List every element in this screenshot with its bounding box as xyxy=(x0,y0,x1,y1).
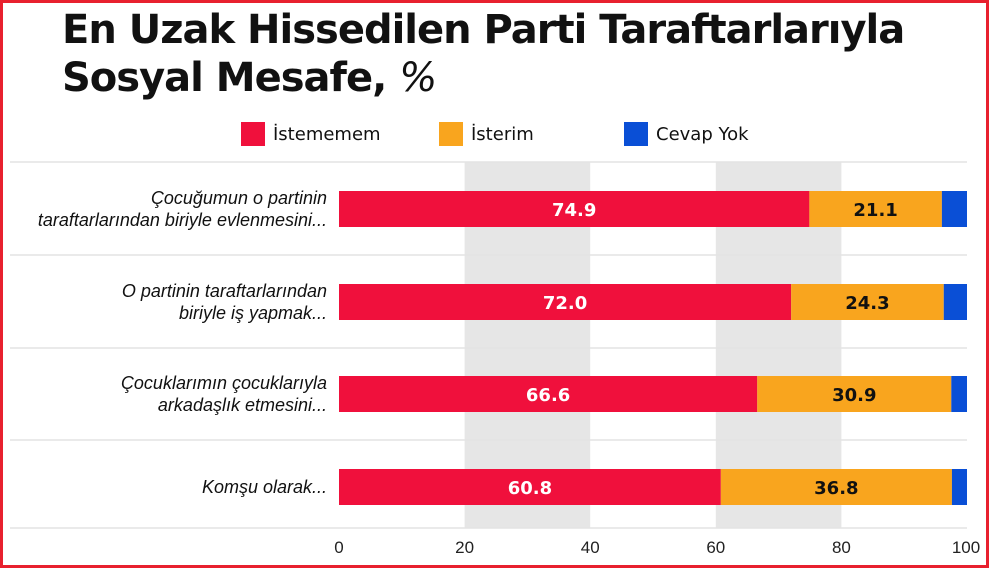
x-tick-label-5: 100 xyxy=(952,538,980,557)
bar-0-1 xyxy=(809,191,942,227)
data-label-3-0: 60.8 xyxy=(508,478,552,499)
legend-swatch-istememem xyxy=(241,122,265,146)
bar-3-0 xyxy=(339,469,721,505)
category-label-0-1: taraftarlarından biriyle evlenmesini... xyxy=(38,210,327,230)
bar-2-1 xyxy=(757,376,952,412)
data-label-1-0: 72.0 xyxy=(543,293,587,314)
legend-swatch-cevap-yok xyxy=(624,122,648,146)
legend-item-cevap-yok: Cevap Yok xyxy=(624,121,749,147)
title-text: En Uzak Hissedilen Parti Taraftarlarıyla… xyxy=(62,7,905,101)
x-tick-label-4: 80 xyxy=(832,538,851,557)
bar-1-2 xyxy=(943,284,967,320)
legend-item-isterim: İsterim xyxy=(439,121,534,147)
x-tick-label-3: 60 xyxy=(706,538,725,557)
legend-label-cevap-yok: Cevap Yok xyxy=(656,123,749,145)
bar-3-2 xyxy=(951,469,967,505)
category-label-1-1: biriyle iş yapmak... xyxy=(179,303,327,323)
bar-3-1 xyxy=(720,469,952,505)
legend-label-isterim: İsterim xyxy=(471,123,534,145)
data-label-0-0: 74.9 xyxy=(552,200,596,221)
legend-label-istememem: İstememem xyxy=(273,123,381,145)
data-label-2-0: 66.6 xyxy=(526,385,570,406)
bar-2-2 xyxy=(951,376,967,412)
bar-0-2 xyxy=(941,191,967,227)
x-tick-label-0: 0 xyxy=(334,538,343,557)
data-label-0-1: 21.1 xyxy=(853,200,897,221)
chart-title: En Uzak Hissedilen Parti Taraftarlarıyla… xyxy=(62,6,989,102)
bar-1-0 xyxy=(339,284,792,320)
legend-swatch-isterim xyxy=(439,122,463,146)
data-label-2-1: 30.9 xyxy=(832,385,876,406)
title-unit: % xyxy=(399,55,437,101)
category-label-2-1: arkadaşlık etmesini... xyxy=(158,395,327,415)
data-label-3-1: 36.8 xyxy=(814,478,858,499)
category-label-2-0: Çocuklarımın çocuklarıyla xyxy=(121,373,327,393)
category-label-1-0: O partinin taraftarlarından xyxy=(122,281,327,301)
bar-1-1 xyxy=(791,284,944,320)
bar-2-0 xyxy=(339,376,758,412)
category-label-3-0: Komşu olarak... xyxy=(202,477,327,497)
data-label-1-1: 24.3 xyxy=(845,293,889,314)
x-tick-label-1: 20 xyxy=(455,538,474,557)
bar-0-0 xyxy=(339,191,810,227)
category-label-0-0: Çocuğumun o partinin xyxy=(151,188,327,208)
legend-item-istememem: İstememem xyxy=(241,121,381,147)
x-tick-label-2: 40 xyxy=(581,538,600,557)
